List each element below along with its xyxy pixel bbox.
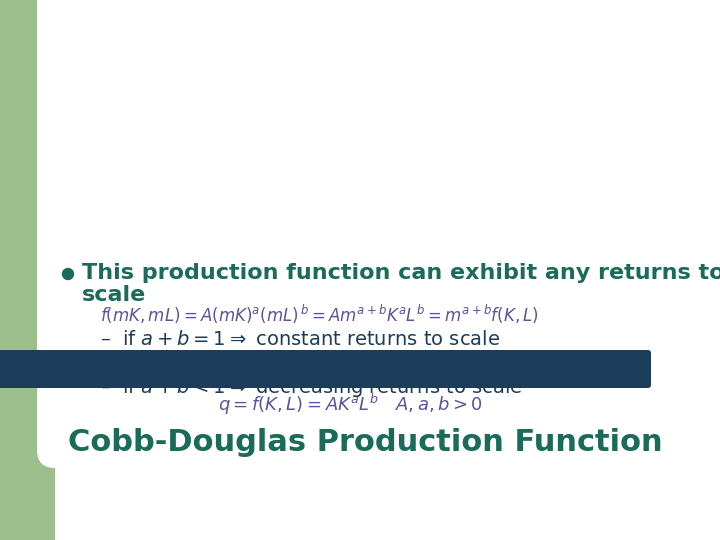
Text: This production function can exhibit any returns to: This production function can exhibit any… (82, 263, 720, 283)
Text: $f(mK,mL) = A(mK)^{a}(mL)^{\,b} = Am^{a+b}K^{a}L^{b} = m^{a+b}f(K,L)$: $f(mK,mL) = A(mK)^{a}(mL)^{\,b} = Am^{a+… (100, 303, 539, 326)
FancyBboxPatch shape (0, 0, 280, 110)
Text: –  if $a + b > 1 \Rightarrow$ increasing returns to scale: – if $a + b > 1 \Rightarrow$ increasing … (100, 353, 516, 376)
FancyBboxPatch shape (0, 350, 651, 388)
FancyBboxPatch shape (37, 0, 720, 468)
Circle shape (63, 268, 73, 280)
Text: –  if $a + b = 1 \Rightarrow$ constant returns to scale: – if $a + b = 1 \Rightarrow$ constant re… (100, 330, 500, 349)
Bar (100, 0, 720, 450)
Text: Cobb-Douglas Production Function: Cobb-Douglas Production Function (68, 428, 662, 457)
Bar (55, 40, 720, 450)
Text: $q = f(K,L) = AK^{a}L^{b}$   $A, a, b > 0$: $q = f(K,L) = AK^{a}L^{b}$ $A, a, b > 0$ (217, 392, 482, 417)
Text: –  if $a + b < 1 \Rightarrow$ decreasing returns to scale: – if $a + b < 1 \Rightarrow$ decreasing … (100, 376, 523, 399)
Text: scale: scale (82, 285, 146, 305)
Bar (0, 0, 55, 540)
